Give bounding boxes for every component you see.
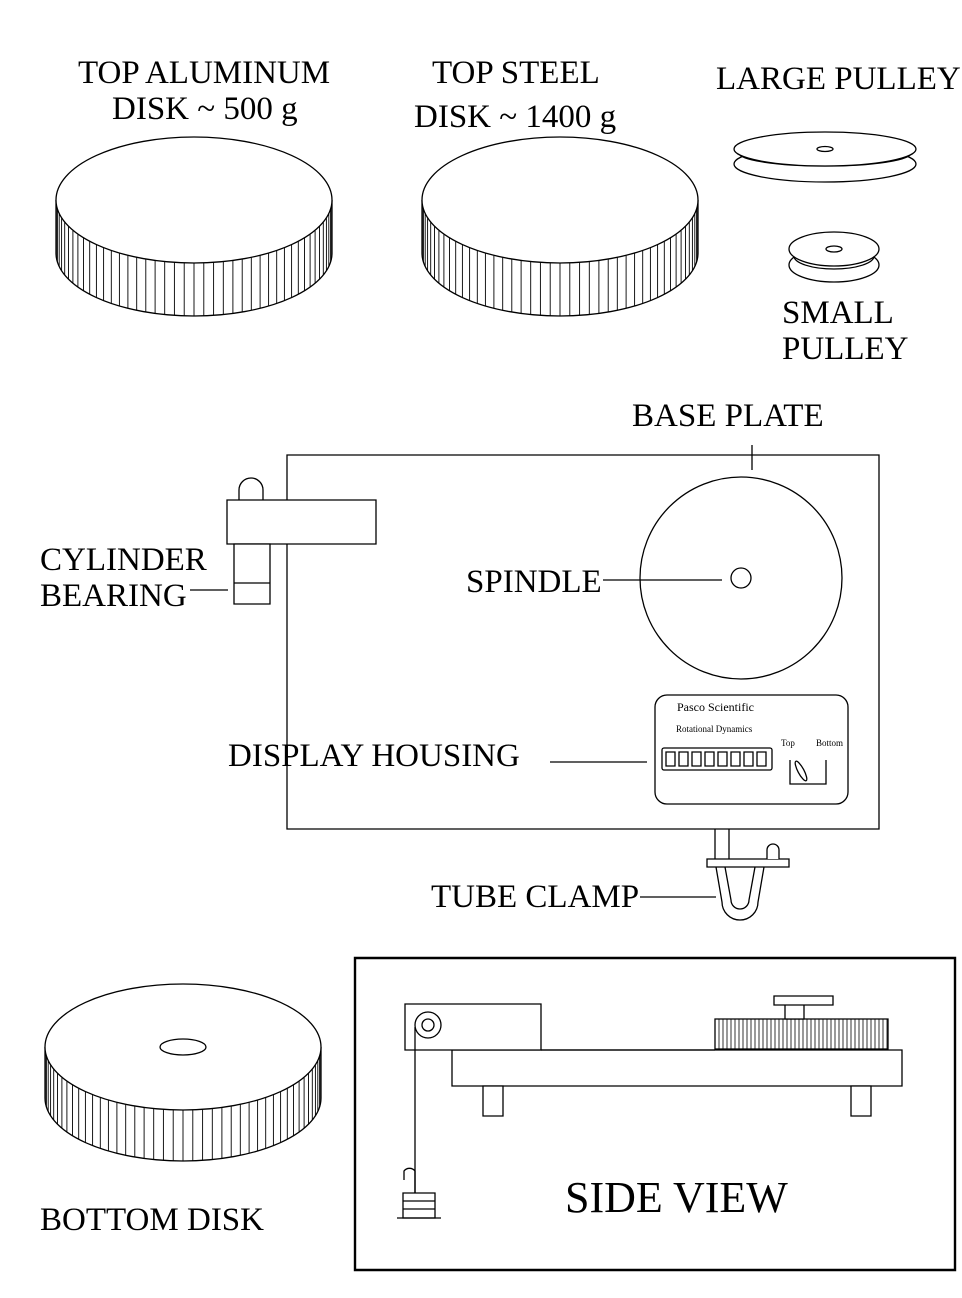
- led-digit: [679, 752, 688, 766]
- led-digit: [757, 752, 766, 766]
- side-view-label: SIDE VIEW: [565, 1173, 788, 1222]
- led-digit: [718, 752, 727, 766]
- spindle-label: SPINDLE: [466, 564, 602, 600]
- top-steel-disk-label-line2: DISK ~ 1400 g: [414, 99, 617, 135]
- led-digit: [705, 752, 714, 766]
- switch-top-label: Top: [781, 738, 795, 748]
- led-digit: [666, 752, 675, 766]
- cylinder-bearing: [227, 478, 376, 604]
- small-pulley-label-line1: SMALL: [782, 295, 894, 331]
- display-housing-label: DISPLAY HOUSING: [228, 738, 520, 774]
- side-view-apparatus: [397, 996, 902, 1218]
- tube-clamp-label: TUBE CLAMP: [431, 879, 640, 915]
- led-digit: [744, 752, 753, 766]
- display-model-text: Rotational Dynamics: [676, 724, 753, 734]
- base-plate: [287, 455, 879, 829]
- side-view-frame: [355, 958, 955, 1270]
- top-steel-disk-label-line1: TOP STEEL: [432, 55, 600, 91]
- rotation-disk-outline: [640, 477, 842, 679]
- top-aluminum-disk: [56, 137, 332, 316]
- large-pulley-label: LARGE PULLEY: [716, 61, 961, 97]
- top-bottom-switch: [790, 760, 826, 784]
- spindle-shaft: [731, 568, 751, 588]
- led-digit: [692, 752, 701, 766]
- top-aluminum-disk-label-line1: TOP ALUMINUM: [78, 55, 331, 91]
- small-pulley-label-line2: PULLEY: [782, 331, 909, 367]
- led-digit: [731, 752, 740, 766]
- top-aluminum-disk-label-line2: DISK ~ 500 g: [112, 91, 298, 127]
- switch-bottom-label: Bottom: [816, 738, 844, 748]
- display-brand-text: Pasco Scientific: [677, 700, 754, 714]
- base-plate-label: BASE PLATE: [632, 398, 824, 434]
- display-housing: [655, 695, 848, 804]
- large-pulley: [734, 132, 916, 182]
- cylinder-bearing-label-line1: CYLINDER: [40, 542, 207, 578]
- small-pulley: [789, 232, 879, 282]
- bottom-disk: [45, 984, 321, 1161]
- led-display: [662, 748, 772, 770]
- bottom-disk-label: BOTTOM DISK: [40, 1202, 264, 1238]
- top-steel-disk: [422, 137, 698, 316]
- cylinder-bearing-label-line2: BEARING: [40, 578, 187, 614]
- tube-clamp: [707, 829, 789, 920]
